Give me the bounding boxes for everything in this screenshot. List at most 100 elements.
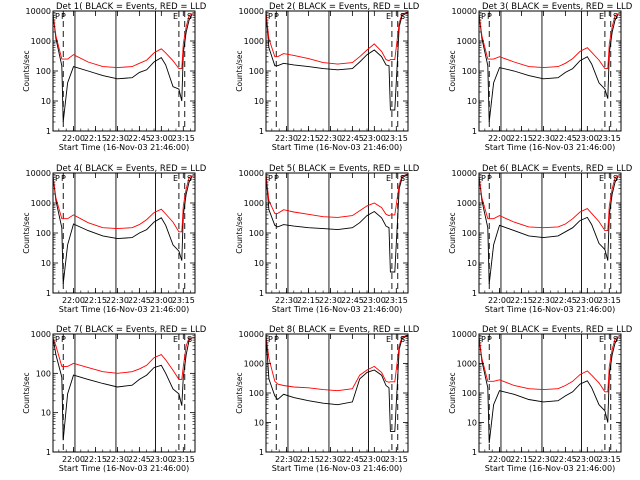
marker-letter: P [487, 335, 492, 344]
y-tick-label: 10 [467, 259, 477, 268]
y-tick-label: 1 [259, 289, 264, 298]
x-tick-label: 22:30 [106, 134, 129, 143]
marker-letter: E [173, 12, 178, 21]
lld-series-line [479, 175, 621, 232]
x-tick-label: 22:45 [554, 455, 577, 464]
x-tick-label: 22:45 [341, 455, 364, 464]
y-tick-label: 100 [249, 389, 264, 398]
events-series-line [479, 336, 621, 444]
marker-letter: P [61, 335, 66, 344]
x-tick-label: 22:45 [128, 134, 151, 143]
events-series-line [479, 175, 621, 285]
x-tick-label: 22:30 [275, 134, 298, 143]
axes-frame [52, 10, 196, 132]
panel-det-1: Det 1( BLACK = Events, RED = LLD 1 10 100 10… [22, 2, 207, 152]
lld-series-line [266, 11, 408, 65]
y-tick-label: 1000 [31, 37, 51, 46]
y-tick-label: 100 [462, 389, 477, 398]
x-tick-label: 23:15 [598, 455, 621, 464]
lld-series-line [479, 336, 621, 393]
x-axis-label: Start Time (16-Nov-03 21:46:00) [485, 305, 615, 314]
lld-series-line [53, 175, 195, 233]
y-tick-label: 1 [259, 127, 264, 136]
lld-series-line [53, 337, 195, 380]
panel-title: Det 5( BLACK = Events, RED = LLD [269, 164, 420, 174]
y-tick-label: 1 [46, 448, 51, 457]
marker-letter: S [613, 12, 618, 21]
x-tick-label: 22:30 [532, 296, 555, 305]
y-tick-label: 1 [46, 127, 51, 136]
x-tick-label: 23:00 [576, 455, 599, 464]
y-tick-label: 1 [472, 448, 477, 457]
x-tick-label: 23:00 [150, 134, 173, 143]
lld-series-line [479, 13, 621, 70]
x-axis-label: Start Time (16-Nov-03 21:46:00) [272, 464, 402, 473]
y-tick-label: 10 [254, 97, 264, 106]
panel-det-5: Det 5( BLACK = Events, RED = LLD 1 10 100 10… [235, 164, 420, 314]
marker-letter: P [481, 335, 486, 344]
y-tick-label: 10 [41, 97, 51, 106]
x-tick-label: 22:45 [341, 134, 364, 143]
y-tick-label: 1000 [457, 360, 477, 369]
x-tick-label: 23:15 [172, 455, 195, 464]
y-axis-label: Counts/sec [235, 372, 244, 413]
events-series-line [53, 337, 195, 441]
panel-det-2: Det 2( BLACK = Events, RED = LLD 1 10 100 10… [235, 2, 420, 152]
marker-letter: P [61, 174, 66, 183]
y-tick-label: 100 [249, 67, 264, 76]
marker-letter: P [61, 12, 66, 21]
marker-letter: E [599, 335, 604, 344]
x-axis-label: Start Time (16-Nov-03 21:46:00) [272, 143, 402, 152]
y-tick-label: 1000 [244, 37, 264, 46]
x-tick-label: 23:15 [598, 134, 621, 143]
x-tick-label: 22:45 [341, 296, 364, 305]
marker-letter: E [173, 335, 178, 344]
plot-area [266, 173, 408, 293]
y-axis-label: Counts/sec [448, 50, 457, 91]
x-tick-label: 23:15 [385, 134, 408, 143]
y-tick-label: 1000 [457, 199, 477, 208]
panel-title: Det 6( BLACK = Events, RED = LLD [482, 164, 633, 174]
x-tick-label: 22:15 [297, 296, 320, 305]
y-tick-label: 10 [254, 259, 264, 268]
y-axis-label: Counts/sec [235, 212, 244, 253]
x-axis-label: Start Time (16-Nov-03 21:46:00) [59, 464, 189, 473]
x-tick-label: 22:45 [554, 296, 577, 305]
x-tick-label: 22:15 [297, 134, 320, 143]
x-axis-label: Start Time (16-Nov-03 21:46:00) [485, 143, 615, 152]
y-tick-label: 1 [259, 448, 264, 457]
x-tick-label: 22:00 [62, 134, 85, 143]
y-tick-label: 1000 [457, 37, 477, 46]
marker-letter: S [187, 12, 192, 21]
axes-frame [478, 10, 622, 132]
x-axis-label: Start Time (16-Nov-03 21:46:00) [272, 305, 402, 314]
y-tick-label: 100 [462, 67, 477, 76]
y-tick-label: 1000 [31, 330, 51, 339]
marker-letter: P [268, 12, 273, 21]
y-tick-label: 100 [36, 369, 51, 378]
marker-letter: E [386, 174, 391, 183]
panel-det-3: Det 3( BLACK = Events, RED = LLD 1 10 100 10… [448, 2, 633, 152]
x-axis-label: Start Time (16-Nov-03 21:46:00) [59, 305, 189, 314]
lld-series-line [266, 173, 408, 218]
x-tick-label: 22:30 [106, 296, 129, 305]
x-tick-label: 22:30 [319, 134, 342, 143]
marker-letter: E [173, 174, 178, 183]
panel-det-8: Det 8( BLACK = Events, RED = LLD 1 10 100 10… [235, 325, 420, 473]
axes-frame [265, 10, 409, 132]
x-tick-label: 23:00 [363, 296, 386, 305]
y-tick-label: 100 [249, 229, 264, 238]
marker-letter: P [268, 174, 273, 183]
axes-frame [478, 333, 622, 453]
marker-letter: P [274, 174, 279, 183]
x-tick-label: 22:15 [510, 455, 533, 464]
x-tick-label: 23:00 [150, 296, 173, 305]
x-tick-label: 23:00 [363, 134, 386, 143]
y-axis-label: Counts/sec [22, 50, 31, 91]
axes-frame [478, 172, 622, 294]
y-axis-label: Counts/sec [22, 212, 31, 253]
y-tick-label: 10 [41, 259, 51, 268]
marker-letter: P [55, 335, 60, 344]
marker-letter: P [55, 174, 60, 183]
panel-title: Det 7( BLACK = Events, RED = LLD [56, 325, 207, 335]
